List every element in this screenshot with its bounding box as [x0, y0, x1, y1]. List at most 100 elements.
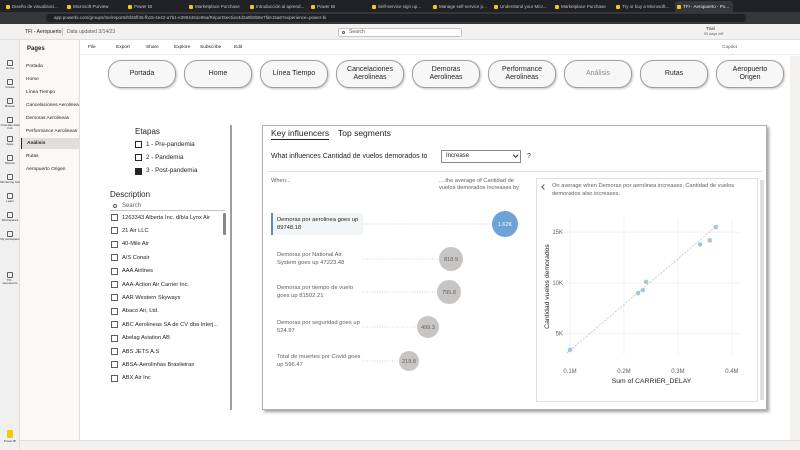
page-tab[interactable]: Línea Tiempo [26, 89, 56, 95]
toolbar-button[interactable]: Share [146, 45, 159, 50]
page-tab[interactable]: Portada [26, 64, 43, 69]
search-box[interactable]: Search [338, 28, 462, 37]
page-tab[interactable]: Demoras Aerolineas [26, 115, 70, 121]
checkbox[interactable] [111, 334, 118, 342]
nav-label: Home [5, 66, 14, 70]
nav-button[interactable]: Home [184, 60, 252, 88]
page-tab[interactable]: Home [26, 76, 39, 82]
page-tab[interactable]: Cancelaciones Aerolineas [26, 102, 79, 108]
checkbox[interactable] [111, 348, 118, 355]
y-axis-title: Cantidad vuelos demorados [544, 244, 551, 329]
nav-button[interactable]: Performance Aerolineas [488, 60, 556, 88]
influencer-text[interactable]: Total de muertes por Covid goes up 596.4… [277, 354, 361, 368]
nav-icon[interactable] [7, 60, 13, 66]
detail-scrollbar [760, 180, 764, 400]
point [713, 224, 719, 230]
page-tab[interactable]: Análisis [21, 138, 79, 150]
checkbox[interactable] [111, 240, 118, 248]
nav-icon[interactable] [7, 212, 13, 218]
checkbox[interactable] [111, 361, 118, 369]
toolbar-button[interactable]: File [88, 45, 96, 50]
checkbox[interactable] [111, 214, 118, 221]
browser-tab[interactable]: Power BI [309, 1, 367, 12]
nav-icon[interactable] [7, 231, 13, 237]
nav-icon[interactable] [7, 193, 13, 199]
checkbox[interactable] [111, 294, 118, 302]
page-tab[interactable]: Performance Aerolineas [26, 128, 78, 134]
visual-tab[interactable]: Top segments [338, 128, 391, 138]
nav-button[interactable]: Análisis [564, 60, 632, 88]
slicer-item[interactable]: 2 - Pandemia [146, 153, 184, 161]
browser-tab[interactable]: Introducción al aprend... [248, 1, 306, 12]
browser-tab[interactable]: Marketplace Purchase [187, 1, 245, 12]
slicer-item[interactable]: 1 - Pre-pandemia [146, 140, 195, 148]
influencer-text[interactable]: Demoras por seguridad goes up 524.97 [277, 320, 360, 334]
slicer-item[interactable]: 3 - Post-pandemia [146, 167, 198, 175]
tab-icon [677, 4, 681, 9]
nav-label: TFI - Aeropuerto [2, 278, 18, 286]
checkbox[interactable] [111, 281, 118, 288]
browser-tab[interactable]: Self-service sign up... [370, 1, 428, 12]
tab-icon [6, 4, 10, 9]
checkbox[interactable] [111, 307, 118, 315]
url-field[interactable]: app.powerbi.com/groups/me/reports/5f26ff… [46, 14, 746, 22]
visual-tab[interactable]: Key influencers [271, 128, 330, 140]
nav-button[interactable]: Portada [108, 60, 176, 88]
help[interactable]: ? [527, 153, 531, 160]
nav-icon[interactable] [7, 136, 13, 142]
influencer-text[interactable]: Demoras por National Air System goes up … [277, 252, 345, 266]
checkbox[interactable] [111, 267, 118, 275]
checkbox[interactable] [135, 167, 142, 175]
browser-tab[interactable]: Microsoft Purview [65, 1, 123, 12]
checkbox[interactable] [135, 154, 142, 162]
toolbar-button[interactable]: Explore [174, 45, 191, 50]
toolbar-button[interactable]: Edit [234, 45, 243, 50]
browser-tab[interactable]: Marketplace Purchase [553, 1, 611, 12]
nav-button[interactable]: Rutas [640, 60, 708, 88]
checkbox[interactable] [111, 227, 118, 235]
page-tab[interactable]: Rutas [26, 154, 39, 160]
browser-tab[interactable]: Try or buy a Microsoft... [614, 1, 672, 12]
page-tab[interactable]: Aeropuerto Origen [26, 167, 66, 173]
nav-icon[interactable] [7, 117, 13, 123]
browser-tab[interactable]: Power BI [126, 1, 184, 12]
browser-tab[interactable]: Diseño de visualizaci... [4, 1, 62, 12]
trial-days: 59 days left [704, 32, 724, 36]
copilot-button[interactable]: Copilot [722, 45, 737, 50]
influence-bubble [439, 247, 463, 271]
nav-button[interactable]: Aeropuerto Origen [716, 60, 784, 88]
tab-icon [67, 4, 71, 9]
toolbar-button[interactable]: Export [116, 45, 130, 50]
point [697, 242, 703, 247]
nav-button[interactable]: Cancelaciones Aerolineas [336, 60, 404, 88]
checkbox[interactable] [111, 321, 118, 329]
checkbox[interactable] [111, 374, 118, 382]
browser-tab[interactable]: Understand your Micr... [492, 1, 550, 12]
nav-label: My workspace [0, 237, 20, 241]
detail-text: On average when Demoras por aerolinea in… [552, 183, 735, 197]
nav-icon[interactable] [7, 174, 13, 180]
slicer-scrollbar [223, 213, 226, 235]
checkbox[interactable] [111, 254, 118, 262]
browser-tab[interactable]: TFI - Aeropuerto - Po... [675, 1, 733, 12]
nav-icon[interactable] [7, 155, 13, 161]
nav-footer: Power BI [3, 439, 17, 443]
dropdown[interactable]: Increase [441, 150, 521, 163]
nav-icon[interactable] [7, 98, 13, 104]
browser-tab[interactable]: Manage self-service p... [431, 1, 489, 12]
tab-bar [0, 0, 800, 12]
slicer-search[interactable]: Search [110, 201, 225, 211]
influencer-text[interactable]: Demoras por tiempo de vuelo goes up 8150… [277, 285, 354, 299]
tab-icon [189, 4, 193, 9]
nav-button[interactable]: Línea Tiempo [260, 60, 328, 88]
nav-icon[interactable] [7, 272, 13, 278]
question: What influences Cantidad de vuelos demor… [271, 153, 428, 160]
app-name: TFI - Aeropuerto [25, 29, 62, 35]
checkbox[interactable] [135, 141, 142, 148]
nav-icon[interactable] [7, 79, 13, 85]
y-tick-label: 10K [552, 281, 563, 287]
divider [230, 125, 232, 410]
nav-button[interactable]: Demoras Aerolineas [412, 60, 480, 88]
toolbar-button[interactable]: Subscribe [200, 45, 222, 50]
influencer-text[interactable]: Demoras por aerolinea goes up 89748.18 [277, 217, 359, 231]
